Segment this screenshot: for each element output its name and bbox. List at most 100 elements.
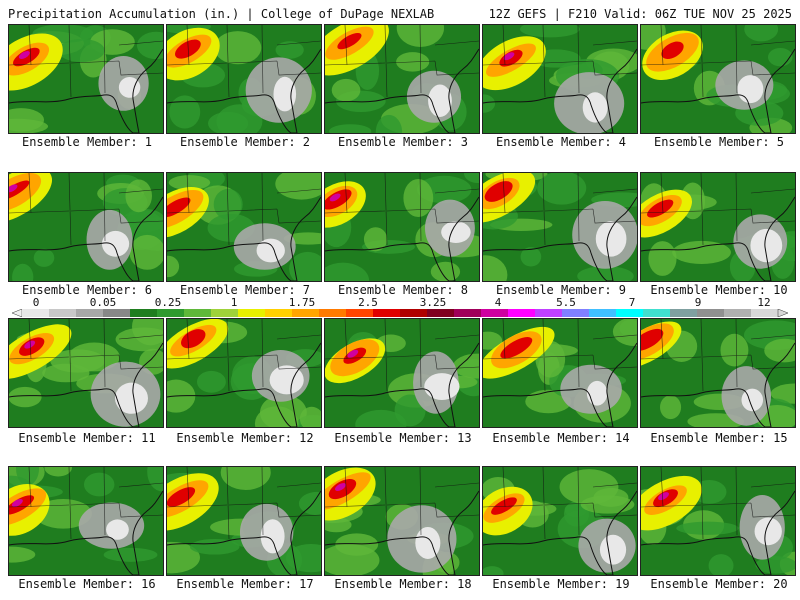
colorbar-label: 0.05 [89,296,117,309]
member-map-graphic [9,173,163,281]
member-caption: Ensemble Member: 15 [650,431,788,445]
colorbar-swatch [211,309,239,317]
member-map-graphic [483,319,637,427]
colorbar-right-arrow [777,309,788,317]
colorbar-label: 1.75 [288,296,316,309]
colorbar-swatch [589,309,617,317]
member-map [8,24,164,134]
member-map [640,24,796,134]
colorbar-swatch [562,309,590,317]
colorbar-label: 9 [694,296,702,309]
colorbar-swatch [643,309,671,317]
member-map [640,172,796,282]
member-caption: Ensemble Member: 3 [337,135,469,149]
member-caption: Ensemble Member: 9 [495,283,627,297]
member-caption: Ensemble Member: 20 [650,577,788,591]
colorbar-swatch [697,309,725,317]
member-map [166,466,322,576]
member-caption: Ensemble Member: 16 [18,577,156,591]
member-map-graphic [483,25,637,133]
member-map-graphic [641,25,795,133]
colorbar-swatch [400,309,428,317]
colorbar-swatch [481,309,509,317]
member-caption: Ensemble Member: 2 [179,135,311,149]
member-map [324,318,480,428]
member-map-graphic [9,319,163,427]
colorbar-swatch [22,309,50,317]
member-map [8,318,164,428]
colorbar-swatch [670,309,698,317]
member-map [482,466,638,576]
colorbar-label: 12 [757,296,771,309]
member-caption: Ensemble Member: 1 [21,135,153,149]
member-caption: Ensemble Member: 13 [334,431,472,445]
member-caption: Ensemble Member: 6 [21,283,153,297]
member-map-graphic [9,467,163,575]
member-caption: Ensemble Member: 18 [334,577,472,591]
colorbar-swatch [427,309,455,317]
colorbar-swatch [157,309,185,317]
member-map-graphic [325,173,479,281]
member-map-graphic [641,319,795,427]
member-map [324,172,480,282]
member-map [640,318,796,428]
colorbar-swatch [238,309,266,317]
member-map [166,24,322,134]
member-caption: Ensemble Member: 4 [495,135,627,149]
member-caption: Ensemble Member: 10 [650,283,788,297]
colorbar-swatch [373,309,401,317]
member-map-graphic [167,25,321,133]
member-caption: Ensemble Member: 19 [492,577,630,591]
colorbar-label: 4 [494,296,502,309]
member-map-graphic [483,467,637,575]
member-map [324,466,480,576]
colorbar-label: 3.25 [419,296,447,309]
member-caption: Ensemble Member: 12 [176,431,314,445]
member-map [166,172,322,282]
member-map [166,318,322,428]
run-info: 12Z GEFS | F210 Valid: 06Z TUE NOV 25 20… [488,7,792,21]
colorbar-label: 2.5 [358,296,378,309]
colorbar-label: 0.25 [154,296,182,309]
colorbar-swatch [346,309,374,317]
member-map-graphic [9,25,163,133]
colorbar-swatch [130,309,158,317]
member-map-graphic [167,319,321,427]
member-map [8,172,164,282]
member-map [324,24,480,134]
colorbar-swatch [265,309,293,317]
member-map [640,466,796,576]
member-map [482,318,638,428]
member-map [8,466,164,576]
colorbar-swatch [49,309,77,317]
colorbar-swatch [76,309,104,317]
member-caption: Ensemble Member: 11 [18,431,156,445]
member-caption: Ensemble Member: 7 [179,283,311,297]
member-map [482,172,638,282]
colorbar-left-arrow [12,309,23,317]
colorbar-swatch [184,309,212,317]
colorbar-swatch [724,309,752,317]
member-caption: Ensemble Member: 8 [337,283,469,297]
colorbar-swatch [319,309,347,317]
header: Precipitation Accumulation (in.) | Colle… [0,0,800,24]
colorbar-swatch [454,309,482,317]
member-map-graphic [641,173,795,281]
member-map-graphic [483,173,637,281]
colorbar-label: 1 [230,296,238,309]
map-title: Precipitation Accumulation (in.) | Colle… [8,7,435,21]
colorbar-swatch [103,309,131,317]
member-caption: Ensemble Member: 5 [653,135,785,149]
colorbar-swatch [535,309,563,317]
member-map-graphic [325,467,479,575]
member-map-graphic [167,467,321,575]
member-map-graphic [325,319,479,427]
member-caption: Ensemble Member: 14 [492,431,630,445]
member-map-graphic [167,173,321,281]
colorbar-swatch [508,309,536,317]
colorbar-label: 7 [628,296,636,309]
colorbar [12,309,788,317]
colorbar-swatch [616,309,644,317]
member-map-graphic [325,25,479,133]
